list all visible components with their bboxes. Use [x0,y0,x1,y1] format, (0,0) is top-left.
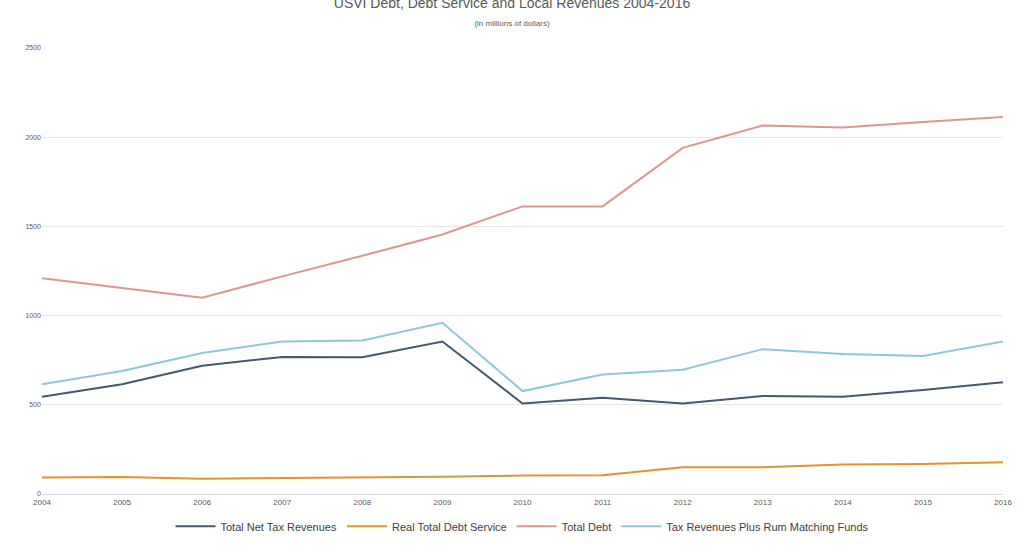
svg-text:2009: 2009 [434,498,452,507]
svg-text:1500: 1500 [25,223,41,230]
svg-text:Tax Revenues Plus Rum Matching: Tax Revenues Plus Rum Matching Funds [666,521,868,533]
svg-text:2010: 2010 [514,498,532,507]
svg-text:2015: 2015 [914,498,932,507]
svg-text:2007: 2007 [273,498,291,507]
svg-text:Total Net Tax Revenues: Total Net Tax Revenues [221,521,337,533]
svg-text:2013: 2013 [754,498,772,507]
svg-text:Total Debt: Total Debt [562,521,612,533]
svg-text:1000: 1000 [25,312,41,319]
svg-text:USVI Debt, Debt Service and Lo: USVI Debt, Debt Service and Local Revenu… [334,0,691,28]
svg-text:Real Total Debt Service: Real Total Debt Service [392,521,507,533]
svg-text:0: 0 [37,490,41,497]
svg-text:2005: 2005 [113,498,131,507]
svg-text:2014: 2014 [834,498,852,507]
svg-text:2012: 2012 [674,498,692,507]
svg-text:2011: 2011 [594,498,612,507]
svg-text:2006: 2006 [193,498,211,507]
svg-text:2500: 2500 [25,44,41,51]
svg-text:2000: 2000 [25,134,41,141]
svg-text:2008: 2008 [353,498,371,507]
svg-text:2016: 2016 [994,498,1012,507]
svg-text:2004: 2004 [33,498,51,507]
svg-text:500: 500 [29,401,41,408]
